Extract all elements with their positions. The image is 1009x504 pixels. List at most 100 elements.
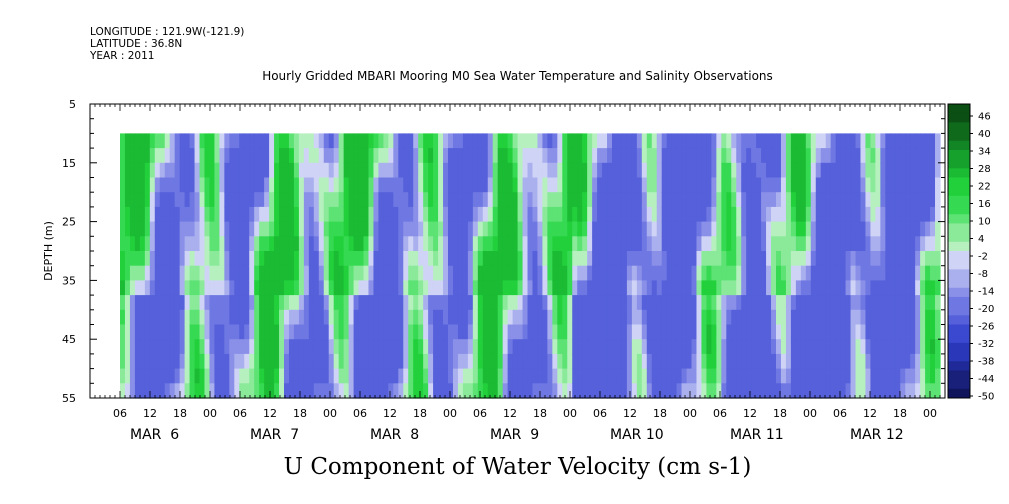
- heatmap-cell: [537, 280, 544, 296]
- heatmap-cell: [930, 177, 936, 193]
- heatmap-cell: [393, 162, 399, 179]
- heatmap-cell: [403, 353, 409, 370]
- heatmap-cell: [438, 309, 444, 326]
- heatmap-cell: [900, 133, 906, 149]
- heatmap-cell: [313, 280, 320, 296]
- heatmap-cell: [462, 236, 469, 252]
- heatmap-cell: [313, 324, 320, 340]
- heatmap-cell: [224, 353, 230, 370]
- heatmap-cell: [174, 148, 181, 164]
- heatmap-cell: [477, 162, 484, 179]
- heatmap-cell: [452, 148, 459, 164]
- heatmap-cell: [388, 339, 394, 355]
- heatmap-cell: [925, 206, 931, 223]
- heatmap-cell: [771, 383, 777, 399]
- heatmap-cell: [378, 295, 384, 311]
- heatmap-cell: [661, 383, 668, 399]
- heatmap-cell: [199, 280, 206, 296]
- heatmap-cell: [766, 265, 772, 281]
- heatmap-cell: [805, 177, 812, 193]
- heatmap-cell: [214, 206, 220, 223]
- heatmap-cell: [870, 265, 876, 281]
- heatmap-cell: [472, 177, 479, 193]
- heatmap-cell: [423, 192, 429, 208]
- heatmap-cell: [925, 236, 931, 252]
- heatmap-cell: [696, 221, 703, 237]
- heatmap-cell: [915, 162, 921, 179]
- heatmap-cell: [308, 324, 315, 340]
- heatmap-cell: [875, 192, 881, 208]
- heatmap-cell: [448, 162, 454, 179]
- heatmap-cell: [885, 265, 891, 281]
- heatmap-cell: [318, 324, 325, 340]
- heatmap-cell: [825, 192, 832, 208]
- heatmap-cell: [582, 177, 588, 193]
- heatmap-cell: [547, 251, 553, 267]
- heatmap-cell: [219, 309, 225, 326]
- heatmap-cell: [144, 206, 151, 223]
- year-text: YEAR : 2011: [90, 50, 155, 62]
- heatmap-cell: [249, 324, 255, 340]
- heatmap-cell: [920, 353, 926, 370]
- heatmap-cell: [731, 206, 737, 223]
- heatmap-cell: [602, 133, 608, 149]
- heatmap-cell: [328, 324, 335, 340]
- heatmap-cell: [378, 192, 384, 208]
- heatmap-cell: [815, 265, 822, 281]
- heatmap-cell: [293, 295, 300, 311]
- heatmap-cell: [204, 192, 211, 208]
- heatmap-cell: [472, 236, 479, 252]
- heatmap-cell: [527, 221, 534, 237]
- heatmap-cell: [785, 383, 792, 399]
- heatmap-cell: [433, 177, 439, 193]
- heatmap-cell: [120, 339, 126, 355]
- heatmap-cell: [348, 221, 355, 237]
- heatmap-cell: [139, 148, 146, 164]
- heatmap-cell: [219, 192, 225, 208]
- heatmap-cell: [129, 295, 136, 311]
- heatmap-cell: [602, 236, 608, 252]
- heatmap-cell: [502, 177, 509, 193]
- heatmap-cell: [219, 353, 225, 370]
- heatmap-cell: [885, 295, 891, 311]
- heatmap-cell: [467, 353, 474, 370]
- heatmap-cell: [149, 236, 156, 252]
- heatmap-cell: [403, 162, 409, 179]
- heatmap-cell: [557, 148, 563, 164]
- heatmap-cell: [840, 177, 847, 193]
- heatmap-cell: [597, 280, 603, 296]
- x-day-label: MAR 6: [130, 427, 179, 443]
- heatmap-cell: [522, 192, 529, 208]
- heatmap-cell: [179, 339, 186, 355]
- heatmap-cell: [785, 324, 792, 340]
- heatmap-cell: [308, 236, 315, 252]
- heatmap-cell: [522, 206, 529, 223]
- heatmap-cell: [686, 339, 693, 355]
- heatmap-cell: [795, 177, 802, 193]
- heatmap-cell: [810, 251, 817, 267]
- heatmap-cell: [408, 192, 414, 208]
- heatmap-cell: [835, 251, 842, 267]
- heatmap-cell: [338, 177, 345, 193]
- heatmap-cell: [418, 295, 424, 311]
- heatmap-cell: [552, 221, 558, 237]
- heatmap-cell: [825, 309, 832, 326]
- x-hour-label: 00: [923, 407, 937, 420]
- heatmap-cell: [810, 133, 817, 149]
- heatmap-cell: [492, 162, 499, 179]
- heatmap-cell: [269, 265, 275, 281]
- heatmap-cell: [403, 133, 409, 149]
- heatmap-cell: [413, 265, 419, 281]
- heatmap-cell: [930, 324, 936, 340]
- heatmap-cell: [303, 148, 310, 164]
- heatmap-cell: [164, 206, 171, 223]
- heatmap-cell: [492, 206, 499, 223]
- heatmap-cell: [279, 133, 285, 149]
- heatmap-cell: [452, 177, 459, 193]
- heatmap-cell: [835, 192, 842, 208]
- heatmap-cell: [279, 295, 285, 311]
- heatmap-cell: [144, 353, 151, 370]
- heatmap-cell: [413, 206, 419, 223]
- heatmap-cell: [855, 265, 862, 281]
- heatmap-cell: [686, 324, 693, 340]
